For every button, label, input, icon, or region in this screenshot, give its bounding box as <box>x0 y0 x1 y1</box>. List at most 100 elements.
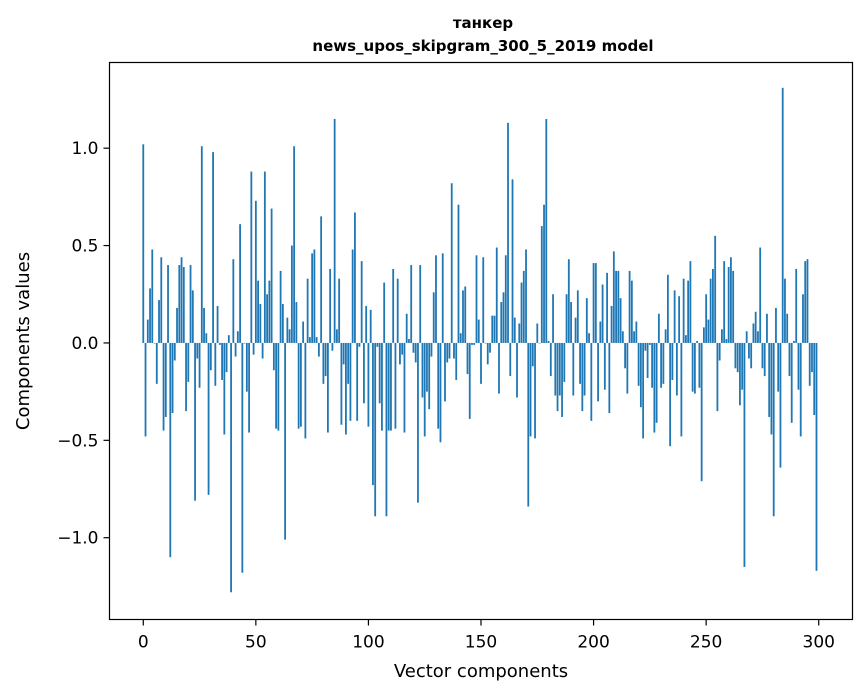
bar-62 <box>281 304 284 343</box>
bar-7 <box>158 300 160 343</box>
bar-149 <box>477 319 480 343</box>
bar-63 <box>284 342 287 540</box>
bar-267 <box>743 342 746 567</box>
bar-185 <box>558 342 561 396</box>
bar-73 <box>306 278 309 343</box>
bar-133 <box>441 253 444 343</box>
x-axis-label: Vector components <box>394 661 568 682</box>
bar-93 <box>351 249 354 343</box>
bar-34 <box>218 342 221 345</box>
bar-113 <box>396 278 399 343</box>
bar-275 <box>761 342 764 369</box>
bar-213 <box>621 331 624 343</box>
bar-158 <box>498 342 500 394</box>
bar-257 <box>721 329 723 343</box>
bar-229 <box>657 313 660 343</box>
bar-102 <box>372 342 374 486</box>
bar-290 <box>795 268 798 343</box>
bar-46 <box>245 342 248 392</box>
bar-57 <box>270 208 273 343</box>
bar-280 <box>772 342 775 517</box>
bar-218 <box>633 331 635 343</box>
bar-95 <box>356 342 359 421</box>
bar-25 <box>198 342 201 388</box>
bar-222 <box>642 342 645 439</box>
bar-180 <box>547 341 550 343</box>
bar-47 <box>248 342 250 433</box>
bar-97 <box>360 261 363 343</box>
bar-157 <box>495 247 498 343</box>
bar-297 <box>811 342 813 373</box>
bar-230 <box>660 342 663 388</box>
bar-28 <box>205 333 208 343</box>
y-tick-label: 0.0 <box>71 334 98 354</box>
bar-32 <box>214 342 217 386</box>
bar-194 <box>579 342 581 384</box>
bar-272 <box>754 311 757 343</box>
bar-187 <box>563 342 566 382</box>
bar-203 <box>599 321 602 343</box>
bar-16 <box>178 265 181 343</box>
bar-212 <box>619 298 622 343</box>
bar-48 <box>250 171 253 343</box>
bar-119 <box>410 265 413 343</box>
bar-136 <box>448 342 451 359</box>
bar-122 <box>417 342 419 503</box>
bar-81 <box>324 342 327 377</box>
bar-12 <box>169 342 172 558</box>
bar-20 <box>187 342 190 382</box>
bar-105 <box>378 342 381 404</box>
bar-35 <box>221 342 223 380</box>
bar-171 <box>527 342 530 507</box>
bar-106 <box>381 342 383 431</box>
bar-288 <box>790 342 793 423</box>
bar-18 <box>182 266 185 343</box>
bar-191 <box>572 342 575 396</box>
bar-214 <box>624 342 626 369</box>
bar-148 <box>475 255 478 343</box>
bar-67 <box>293 146 296 343</box>
bar-107 <box>383 282 386 343</box>
bar-45 <box>243 342 246 344</box>
bar-296 <box>808 342 811 386</box>
y-axis-ticks: −1.0 −0.5 0.0 0.5 1.0 <box>57 139 110 549</box>
bar-289 <box>793 341 795 343</box>
bar-110 <box>390 342 392 431</box>
bar-138 <box>453 342 455 359</box>
bar-240 <box>682 278 685 343</box>
bar-147 <box>473 342 476 345</box>
bar-40 <box>232 259 235 343</box>
bar-247 <box>698 342 701 388</box>
bar-252 <box>709 278 712 343</box>
bar-22 <box>191 290 194 343</box>
x-tick-label: 250 <box>690 633 722 653</box>
bar-206 <box>606 272 608 343</box>
bar-139 <box>455 342 458 380</box>
bar-167 <box>518 323 521 343</box>
bar-100 <box>367 342 370 427</box>
bar-71 <box>302 321 305 343</box>
bar-31 <box>212 152 214 343</box>
bar-72 <box>304 342 307 439</box>
bar-53 <box>261 342 264 359</box>
bar-26 <box>200 146 203 343</box>
bar-281 <box>775 307 777 343</box>
bar-176 <box>538 342 541 344</box>
bar-207 <box>608 342 611 414</box>
bar-217 <box>630 280 633 343</box>
bar-37 <box>225 342 228 373</box>
bar-236 <box>673 290 676 343</box>
bar-282 <box>777 342 780 392</box>
bar-244 <box>691 342 694 392</box>
bar-238 <box>678 296 681 343</box>
bar-154 <box>489 342 491 353</box>
bar-99 <box>365 305 368 343</box>
bar-120 <box>412 342 415 353</box>
bar-128 <box>430 342 433 357</box>
bar-86 <box>336 329 338 343</box>
bar-92 <box>349 342 352 421</box>
bar-19 <box>185 342 187 412</box>
bar-11 <box>167 265 169 343</box>
bar-237 <box>675 342 678 396</box>
